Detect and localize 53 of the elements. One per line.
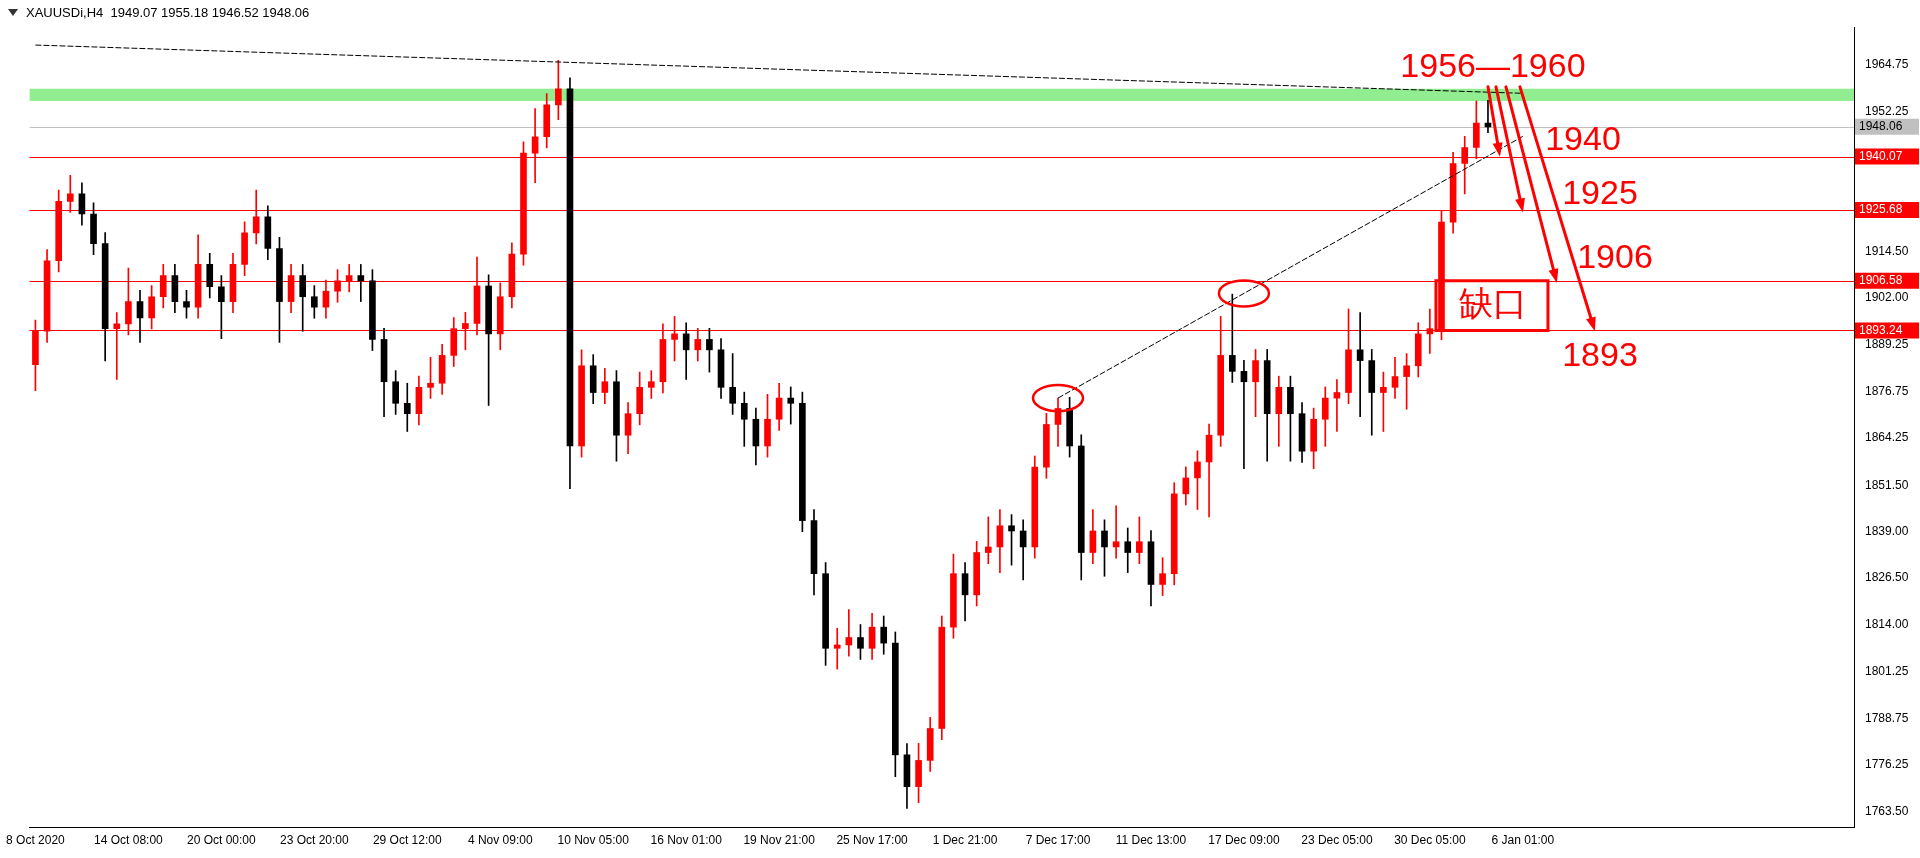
annotation: 1893 — [1562, 334, 1638, 373]
annotation: 1925 — [1562, 172, 1638, 211]
x-tick-label: 4 Nov 09:00 — [467, 833, 533, 848]
ref-line-label: 1940.07 — [1859, 148, 1903, 163]
ref-line-label: 1893.24 — [1859, 322, 1903, 337]
band-label: 1956—1960 — [1400, 46, 1586, 85]
y-tick-label: 1826.50 — [1865, 570, 1909, 585]
x-tick-label: 23 Oct 20:00 — [279, 833, 349, 848]
annotation: 1906 — [1577, 237, 1653, 276]
x-tick-label: 16 Nov 01:00 — [650, 833, 723, 848]
annotation: 1940 — [1545, 119, 1621, 158]
ref-line-label: 1906.58 — [1859, 273, 1903, 288]
candlestick — [1356, 312, 1364, 417]
x-tick-label: 8 Oct 2020 — [6, 833, 66, 848]
y-tick-label: 1788.75 — [1865, 710, 1909, 725]
candlestick — [833, 627, 841, 670]
y-tick-label: 1876.75 — [1865, 383, 1909, 398]
candlestick — [403, 382, 411, 432]
x-tick-label: 7 Dec 17:00 — [1025, 833, 1091, 848]
y-tick-label: 1914.50 — [1865, 243, 1909, 258]
ref-line-label: 1948.06 — [1859, 119, 1903, 134]
candlestick — [357, 264, 365, 302]
x-tick-label: 25 Nov 17:00 — [836, 833, 909, 848]
x-tick-label: 30 Dec 05:00 — [1394, 833, 1466, 848]
y-tick-label: 1851.50 — [1865, 477, 1909, 492]
y-tick-label: 1763.50 — [1865, 804, 1909, 819]
x-tick-label: 29 Oct 12:00 — [372, 833, 442, 848]
candlestick — [1112, 505, 1120, 559]
x-tick-label: 14 Oct 08:00 — [94, 833, 164, 848]
y-tick-label: 1776.25 — [1865, 756, 1909, 771]
y-tick-label: 1801.25 — [1865, 664, 1909, 679]
candlestick — [984, 516, 992, 564]
candlestick — [1228, 293, 1236, 383]
x-tick-label: 6 Jan 01:00 — [1491, 833, 1555, 848]
x-tick-label: 19 Nov 21:00 — [743, 833, 816, 848]
ref-line-label: 1925.68 — [1859, 202, 1903, 217]
x-tick-label: 11 Dec 13:00 — [1115, 833, 1187, 848]
x-tick-label: 17 Dec 09:00 — [1208, 833, 1280, 848]
y-tick-label: 1964.75 — [1865, 57, 1909, 72]
y-tick-label: 1864.25 — [1865, 430, 1909, 445]
candlestick — [647, 370, 655, 399]
y-tick-label: 1902.00 — [1865, 290, 1909, 305]
candlestick — [787, 386, 795, 425]
y-tick-label: 1889.25 — [1865, 337, 1909, 352]
x-tick-label: 1 Dec 21:00 — [932, 833, 998, 848]
x-tick-label: 23 Dec 05:00 — [1301, 833, 1373, 848]
annotation: 缺口 — [1458, 283, 1527, 322]
y-tick-label: 1814.00 — [1865, 616, 1909, 631]
x-tick-label: 20 Oct 00:00 — [187, 833, 257, 848]
x-tick-label: 10 Nov 05:00 — [557, 833, 630, 848]
y-tick-label: 1839.00 — [1865, 524, 1909, 539]
chart-title: XAUUSDi,H4 1949.07 1955.18 1946.52 1948.06 — [26, 5, 310, 21]
y-tick-label: 1952.25 — [1865, 103, 1909, 118]
